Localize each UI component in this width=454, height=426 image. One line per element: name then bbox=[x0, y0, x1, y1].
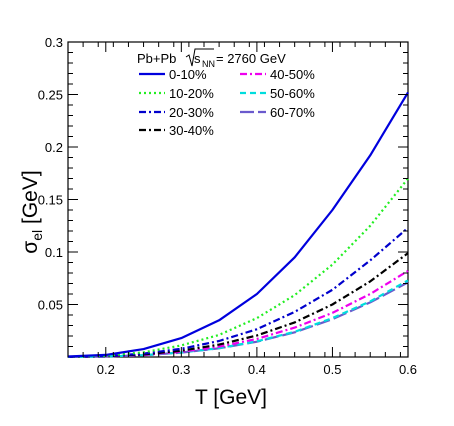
legend-title-suffix: = 2760 GeV bbox=[216, 51, 286, 66]
legend-label-50-60%: 50-60% bbox=[270, 86, 315, 101]
series-line-50-60% bbox=[67, 279, 409, 358]
plot-frame bbox=[67, 41, 409, 358]
y-axis-title-unit: [GeV] bbox=[19, 170, 42, 230]
legend-title-sqrt-s: s bbox=[194, 51, 201, 66]
legend: Pb+Pb s NN = 2760 GeV 0-10% 10-20% 20-30% 3… bbox=[137, 48, 315, 138]
legend-title-sqrt-sub: NN bbox=[202, 59, 215, 69]
sqrt-radical bbox=[185, 48, 214, 67]
legend-label-30-40%: 30-40% bbox=[169, 123, 214, 138]
series-line-0-10% bbox=[67, 91, 409, 358]
axis-ticks: 0.2 0.3 0.4 0.5 0.6 0.05 0.1 0.15 0.2 0.25 0.3 bbox=[38, 35, 417, 377]
y-tick-label: 0.05 bbox=[38, 298, 63, 313]
x-tick-label: 0.4 bbox=[248, 362, 266, 377]
y-axis-title: σel [GeV] bbox=[19, 170, 45, 253]
legend-title: Pb+Pb bbox=[137, 51, 176, 66]
x-tick-label: 0.6 bbox=[399, 362, 417, 377]
y-tick-label: 0.2 bbox=[45, 140, 63, 155]
series-line-20-30% bbox=[67, 226, 409, 358]
legend-sqrt-symbol: s NN = 2760 GeV bbox=[185, 48, 286, 69]
x-axis-title: T [GeV] bbox=[195, 386, 267, 409]
series-line-30-40% bbox=[67, 252, 409, 358]
y-axis-title-symbol: σ bbox=[19, 241, 42, 254]
legend-label-40-50%: 40-50% bbox=[270, 67, 315, 82]
legend-title-prefix: Pb+Pb bbox=[137, 51, 176, 66]
legend-label-60-70%: 60-70% bbox=[270, 105, 315, 120]
y-tick-label: 0.15 bbox=[38, 193, 63, 208]
y-tick-label: 0.3 bbox=[45, 35, 63, 50]
y-tick-label: 0.1 bbox=[45, 245, 63, 260]
legend-label-0-10%: 0-10% bbox=[169, 67, 207, 82]
x-tick-label: 0.2 bbox=[97, 362, 115, 377]
x-tick-label: 0.5 bbox=[323, 362, 341, 377]
y-tick-label: 0.25 bbox=[38, 88, 63, 103]
axis-titles: T [GeV] σel [GeV] bbox=[19, 170, 267, 409]
x-tick-label: 0.3 bbox=[172, 362, 190, 377]
y-axis-title-sub: el bbox=[29, 230, 45, 241]
series-line-10-20% bbox=[67, 177, 409, 358]
plot-area bbox=[67, 41, 409, 358]
legend-label-10-20%: 10-20% bbox=[169, 86, 214, 101]
series-group bbox=[67, 91, 409, 358]
legend-label-20-30%: 20-30% bbox=[169, 105, 214, 120]
